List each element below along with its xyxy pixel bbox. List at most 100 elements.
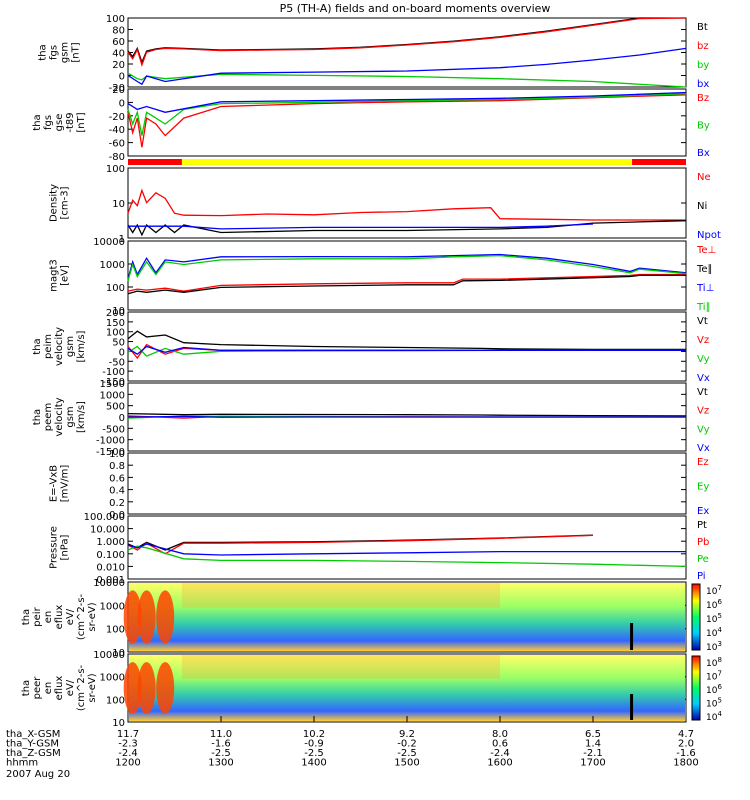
y-axis-label: velocity	[54, 397, 65, 436]
y-axis-label: E=-VxB	[49, 465, 60, 502]
colorbar-label: 103	[706, 640, 722, 653]
y-tick-label: 100	[106, 695, 125, 706]
date-label: 2007 Aug 20	[6, 769, 70, 780]
spectrogram-field	[129, 583, 685, 651]
panel-density: 100 10 1 Density [cm-3] Ne Ni Npot	[49, 164, 721, 245]
data-gap	[630, 623, 634, 650]
legend-entry: by	[697, 60, 709, 71]
y-tick-label: 10000	[93, 578, 125, 589]
y-tick-label: 1000	[100, 673, 125, 684]
legend-entry: Te⊥	[696, 245, 716, 256]
spectrogram-blob	[156, 662, 175, 714]
y-tick-label: 10	[112, 306, 125, 317]
x-row-value: -0.2	[397, 739, 417, 750]
y-tick-label: 10000	[93, 650, 125, 661]
x-row-value: 2.0	[678, 739, 694, 750]
legend-entry: Vy	[697, 354, 710, 365]
x-row-value: 1400	[301, 758, 326, 769]
y-tick-label: 1000	[100, 390, 125, 401]
series-line-Bx	[127, 91, 687, 113]
legend-entry: Vx	[697, 373, 710, 384]
y-tick-label: -50	[109, 357, 125, 368]
y-tick-label: 60	[112, 37, 125, 48]
y-axis-label: peer	[32, 676, 43, 700]
x-row-value: 1200	[115, 758, 140, 769]
y-tick-label: -100	[102, 367, 125, 378]
mode-segment	[128, 159, 182, 165]
series-line-Pe	[127, 545, 687, 568]
legend-entry: Pt	[697, 520, 707, 531]
y-axis-label: [km/s]	[76, 330, 87, 362]
series-line-Npot	[128, 223, 594, 230]
y-tick-label: 50	[112, 338, 125, 349]
y-axis-label: en	[43, 611, 54, 624]
x-row-value: 11.0	[210, 729, 232, 740]
series-line-Vt	[127, 330, 686, 351]
legend-entry: bz	[697, 41, 709, 52]
y-tick-label: 0	[119, 347, 125, 358]
series-line-bz	[127, 17, 687, 67]
colorbar	[691, 583, 701, 651]
y-tick-label: 1500	[100, 379, 125, 390]
colorbar-label: 107	[706, 584, 722, 597]
x-row-value: 1500	[394, 758, 419, 769]
y-axis-label: sr-eV)	[87, 673, 98, 702]
legend-entry: bx	[697, 79, 709, 90]
x-row-label: tha_X-GSM	[6, 729, 60, 740]
x-row-value: 10.2	[303, 729, 325, 740]
panel-frame	[127, 515, 687, 580]
x-row-value: -0.9	[304, 739, 324, 750]
spectrogram-band	[181, 655, 500, 679]
y-axis-label: tha	[32, 409, 43, 425]
series-line-Bz	[127, 94, 687, 148]
x-row-value: 4.7	[678, 729, 694, 740]
y-axis-label: -t89	[65, 112, 76, 132]
y-tick-label: 0.0	[109, 510, 125, 521]
y-tick-label: 200	[106, 308, 125, 319]
y-tick-label: 20	[112, 60, 125, 71]
spectrogram-blob	[123, 590, 142, 644]
series-line-Pi	[127, 543, 686, 556]
x-row-value: -2.5	[397, 748, 417, 759]
y-tick-label: 100	[106, 14, 125, 25]
legend-entry: Ex	[697, 506, 709, 517]
legend-entry: Ne	[697, 172, 711, 183]
colorbar-label: 106	[706, 683, 722, 696]
legend-entry: Bz	[697, 93, 709, 104]
legend-entry: Vy	[697, 424, 710, 435]
x-row-value: 9.2	[399, 729, 415, 740]
y-tick-label: 10	[112, 718, 125, 729]
y-tick-label: 0	[119, 413, 125, 424]
spectrogram-blob	[123, 662, 142, 714]
y-axis-label: eflux	[54, 676, 65, 701]
series-line-Ni	[127, 220, 687, 237]
x-row-value: 11.7	[117, 729, 139, 740]
legend-entry: Ni	[697, 201, 707, 212]
y-axis-label: (cm^2-s-	[76, 593, 87, 640]
legend-entry: Ti∥	[696, 302, 711, 313]
panel-mode_bar	[128, 159, 686, 165]
y-tick-label: 0.8	[109, 461, 125, 472]
x-row-value: -2.1	[583, 748, 603, 759]
y-tick-label: 1.000	[96, 537, 125, 548]
y-tick-label: 10	[112, 199, 125, 210]
series-line-Ne	[127, 188, 686, 221]
y-axis-label: gsm	[65, 336, 76, 357]
y-tick-label: 1000	[100, 601, 125, 612]
y-axis-label: [nT]	[76, 112, 87, 132]
legend-entry: Vz	[697, 406, 709, 417]
legend-entry: Pb	[697, 537, 709, 548]
y-tick-label: 1.0	[109, 449, 125, 460]
series-line-Vt	[127, 412, 687, 417]
y-tick-label: 150	[106, 318, 125, 329]
y-axis-label: tha	[32, 114, 43, 130]
y-axis-label: peem	[43, 403, 54, 431]
y-tick-label: 100	[106, 283, 125, 294]
y-axis-label: Density	[49, 184, 60, 222]
panel-peer_spectrogram: 10000 1000 100 10 tha peer en eflux eV/(cm^2-s-s…	[21, 650, 722, 729]
spectrogram-blob	[156, 590, 175, 644]
y-axis-label: [nT]	[71, 42, 82, 62]
